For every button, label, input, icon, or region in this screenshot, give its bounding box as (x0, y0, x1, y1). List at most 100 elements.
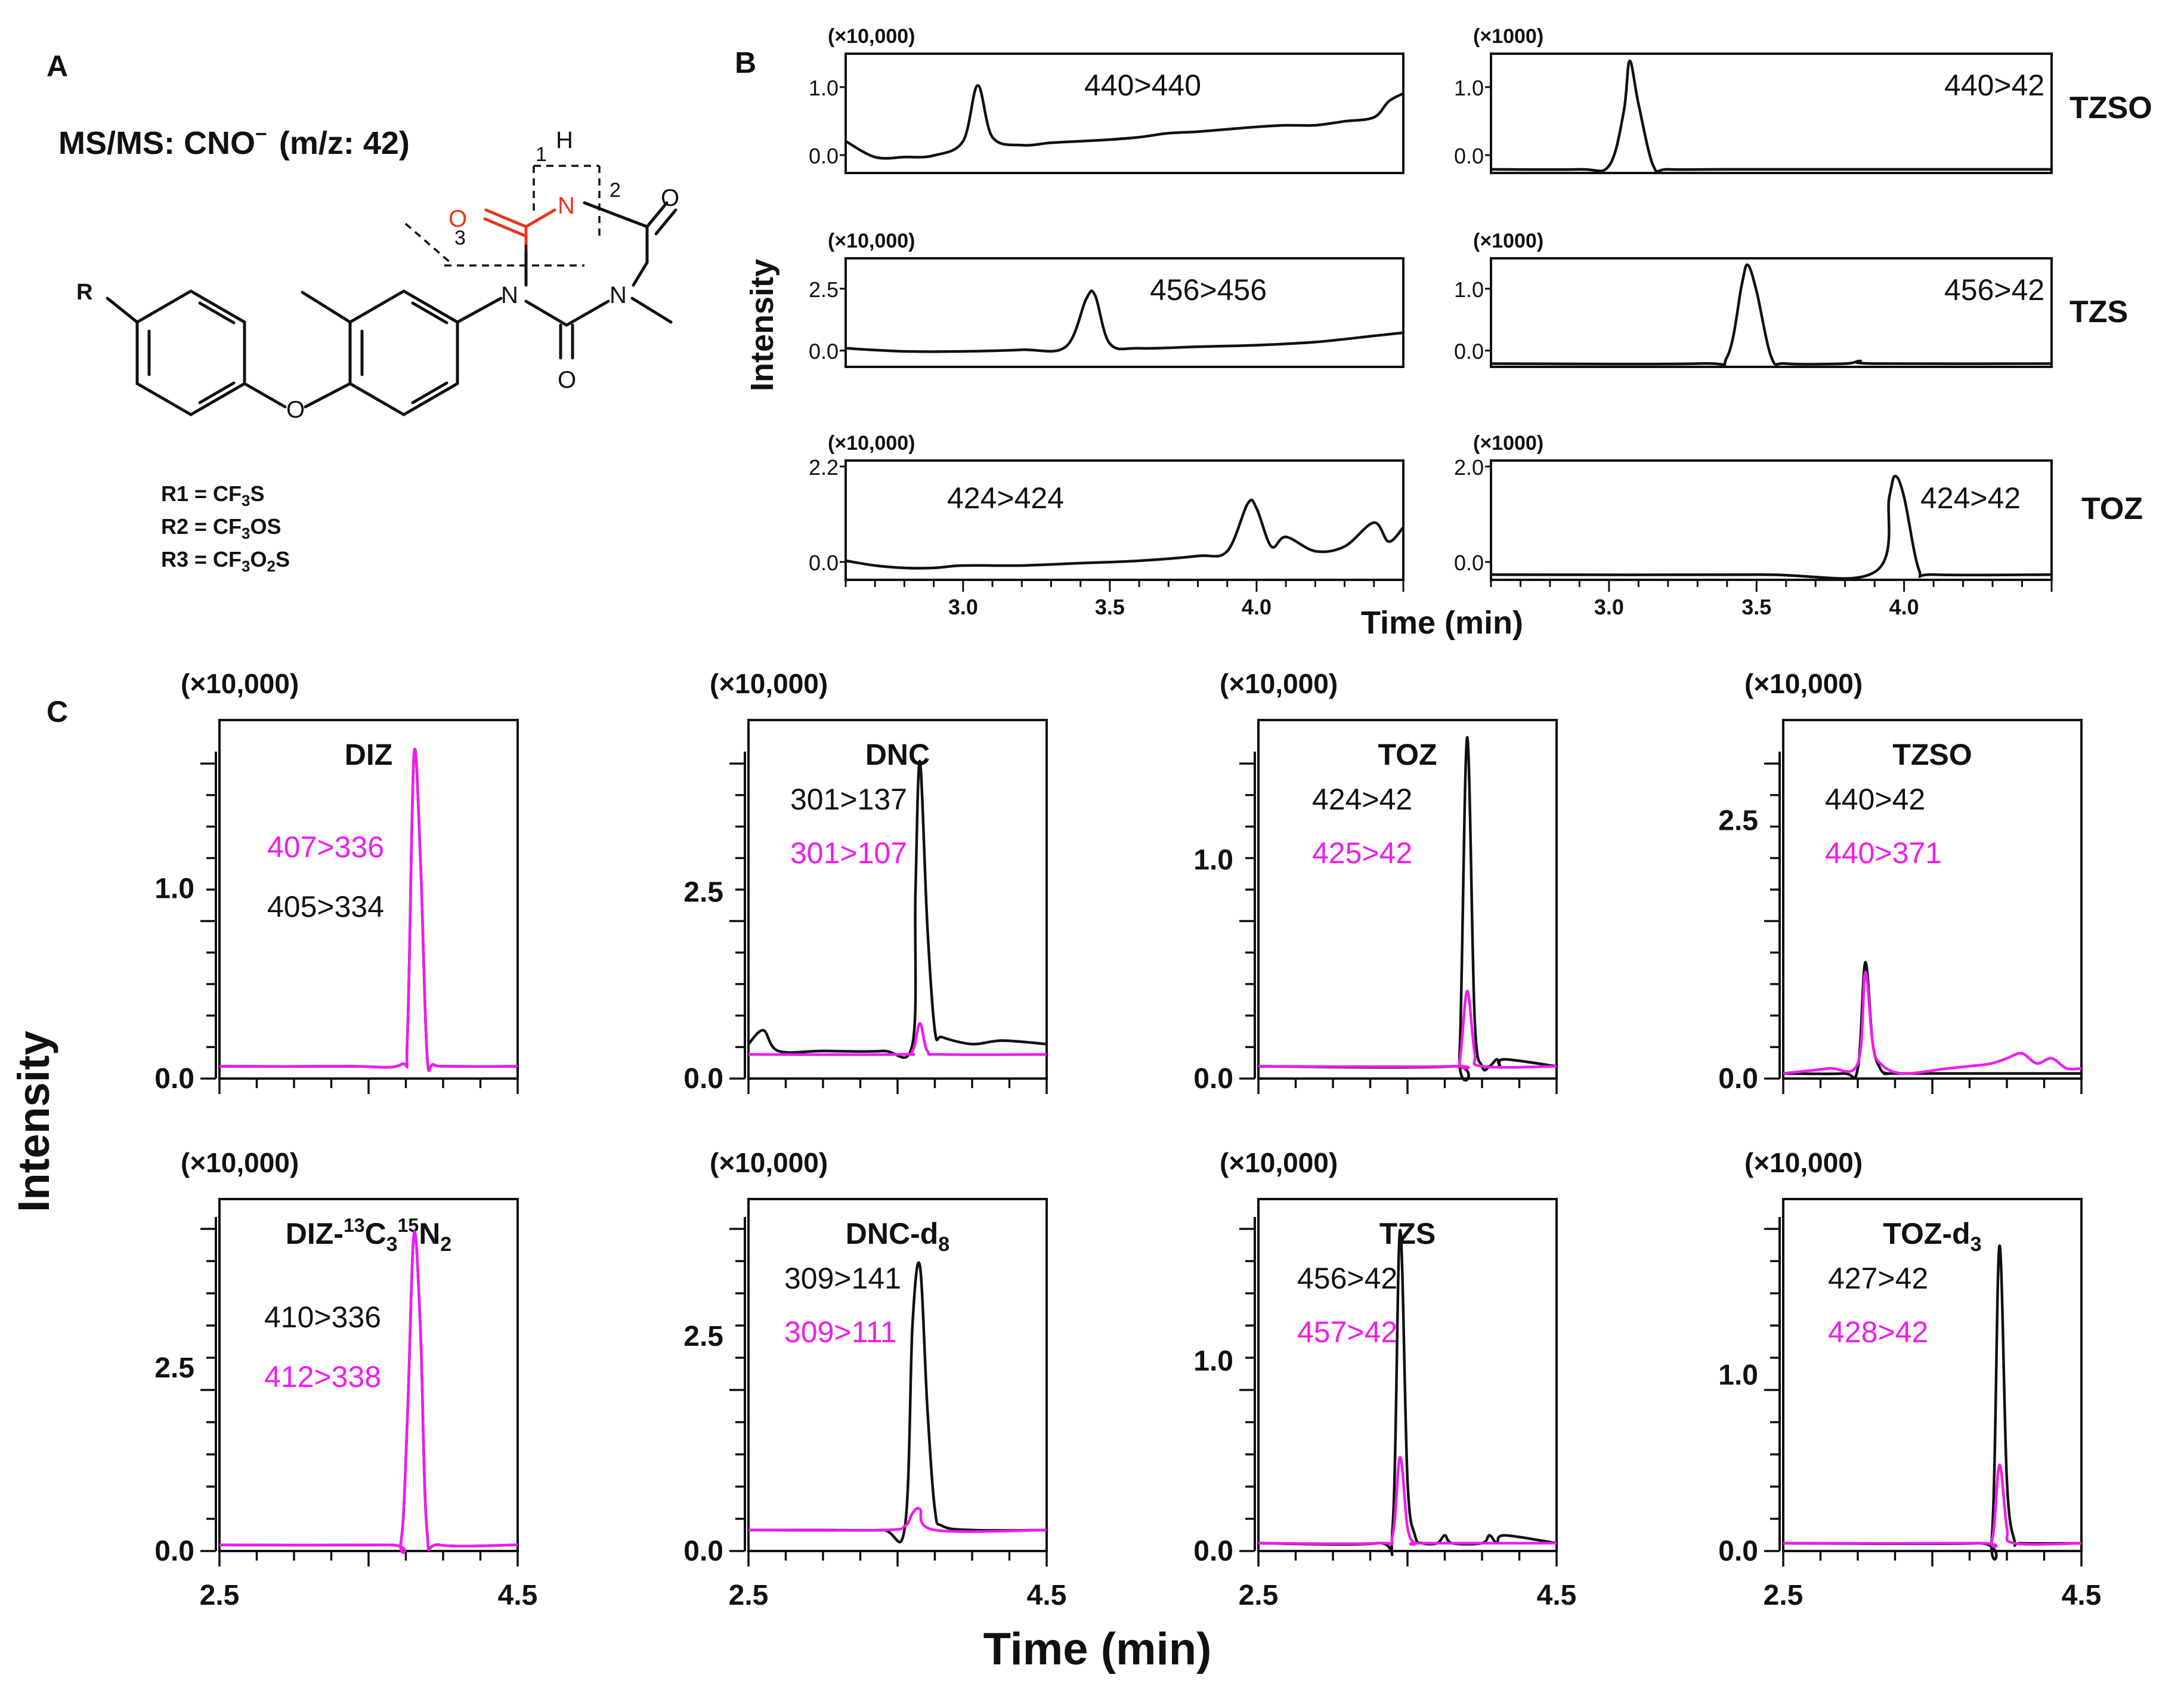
x-tick-label: 3.0 (948, 595, 978, 619)
panel-c-chart-3: (×10,000) 1.0 0.0 TOZ 424>42 425>42 (1193, 668, 1558, 1095)
cleave-label-3: 3 (454, 227, 466, 249)
x-tick-label: 2.5 (729, 1580, 769, 1611)
transition-label: 424>424 (947, 481, 1064, 515)
row-label-tzs: TZS (2069, 295, 2128, 329)
substituent-r2: R2 = CF3OS (161, 514, 281, 542)
x-tick-label: 3.0 (1594, 595, 1624, 619)
x-tick-label: 4.0 (1242, 595, 1272, 619)
atom-o-right: O (661, 185, 679, 211)
series-black (1258, 736, 1557, 1082)
axis-multiplier: (×10,000) (181, 1147, 299, 1178)
series-magenta (748, 1507, 1047, 1533)
panel-b-row-labels: TZSO TZS TOZ (2069, 91, 2152, 526)
y-tick-label: 0.0 (1193, 1063, 1233, 1095)
title-sub: 3 (1970, 1233, 1982, 1256)
transition-label: 424>42 (1920, 481, 2021, 515)
series-black (1783, 961, 2081, 1080)
panel-c-chart-4: (×10,000) 2.5 0.0 TZSO 440>42 440>371 (1718, 668, 2083, 1095)
panel-c-chart-1: (×10,000) 1.0 0.0 DIZ 407>336 405>334 (154, 668, 519, 1095)
y-tick-label: 1.0 (1454, 76, 1484, 100)
axis-multiplier: (×1000) (1473, 230, 1543, 252)
y-tick-label: 2.2 (809, 455, 839, 480)
chart-frame (1490, 52, 2053, 174)
cleave-label-1: 1 (536, 143, 547, 166)
y-tick-label: 1.0 (1193, 844, 1233, 876)
y-tick-label: 1.0 (154, 873, 194, 904)
title-text: TOZ (1378, 738, 1437, 771)
axis-multiplier: (×1000) (1473, 25, 1543, 48)
axis-multiplier: (×10,000) (710, 1147, 828, 1178)
series-line (845, 498, 1405, 570)
axis-multiplier: (×10,000) (828, 230, 915, 252)
chart-frame (1490, 257, 2053, 368)
chart-frame (1782, 719, 2083, 1080)
series-magenta (1783, 1463, 2082, 1548)
chart-frame (1782, 1198, 2083, 1552)
y-tick-label: 1.0 (1193, 1345, 1233, 1377)
y-tick-label: 2.5 (809, 277, 839, 302)
panel-c-chart-8: (×10,000) 1.0 0.02.5 4.5 TOZ-d3 427>42 428>42 (1718, 1147, 2101, 1611)
axis-multiplier: (×10,000) (828, 25, 915, 48)
panel-b-chart-tzso-right: (×1000) 1.0 0.0 440>42 (1454, 25, 2053, 174)
row-label-toz: TOZ (2081, 492, 2143, 526)
panel-label-a: A (47, 50, 68, 83)
axis-multiplier: (×10,000) (1744, 1147, 1863, 1178)
axis-multiplier: (×10,000) (710, 668, 828, 699)
x-tick-label: 4.5 (2062, 1580, 2102, 1611)
transition-label-1: 456>42 (1297, 1262, 1397, 1295)
x-tick-label: 2.5 (1239, 1580, 1279, 1611)
y-tick-label: 0.0 (1193, 1536, 1233, 1567)
transition-label-1: 440>42 (1825, 783, 1925, 816)
transition-label: 440>440 (1084, 69, 1201, 102)
panel-c-y-axis-label: Intensity (9, 1031, 58, 1212)
y-tick-label: 0.0 (1718, 1063, 1758, 1095)
molecule-atoms: R O N N N H O O O 1 2 3 (76, 127, 679, 423)
transition-label-1: 424>42 (1312, 783, 1412, 816)
chart-frame (844, 52, 1405, 174)
y-tick-label: 2.5 (683, 1321, 723, 1352)
panel-label-b: B (735, 46, 756, 79)
axis-multiplier: (×10,000) (1220, 1147, 1338, 1178)
series-magenta (219, 747, 518, 1072)
transition-label-2: 440>371 (1825, 836, 1942, 870)
panel-b-y-axis-label: Intensity (744, 259, 780, 391)
y-tick-label: 0.0 (1454, 144, 1484, 168)
chart-frame (1257, 719, 1558, 1080)
series-line (845, 289, 1404, 353)
panel-b: B Intensity Time (min) TZSO TZS TOZ (×10… (735, 25, 2152, 641)
x-tick-label: 2.5 (1764, 1580, 1803, 1611)
panel-b-x-axis-left: 3.0 3.5 4.0 (844, 580, 1405, 619)
panel-b-chart-tzs-right: (×1000) 1.0 0.0 456>42 (1454, 230, 2053, 368)
transition-label-2: 428>42 (1828, 1315, 1928, 1349)
title-text: DNC-d (846, 1217, 939, 1250)
y-tick-label: 0.0 (1454, 339, 1484, 364)
axis-multiplier: (×10,000) (1220, 668, 1338, 699)
y-tick-label: 2.5 (1718, 805, 1758, 836)
chart-title: DIZ (345, 738, 393, 771)
msms-label: MS/MS: CNO− (m/z: 42) (58, 123, 410, 161)
chart-title: TOZ-d3 (1883, 1217, 1981, 1256)
chart-title: TOZ (1378, 738, 1437, 771)
atom-o-red: O (448, 206, 467, 232)
chart-frame (844, 257, 1405, 368)
y-tick-label: 1.0 (1718, 1360, 1758, 1391)
chart-title: DIZ-13C315N2 (286, 1215, 451, 1256)
y-tick-label: 0.0 (1718, 1536, 1758, 1567)
title-text: TOZ-d (1883, 1217, 1970, 1250)
chart-title: TZSO (1892, 738, 1972, 771)
transition-label-2: 301>107 (790, 836, 907, 870)
title-text: TZS (1379, 1217, 1436, 1250)
series-magenta (1783, 971, 2082, 1075)
y-tick-label: 1.0 (809, 76, 839, 100)
title-text: C (365, 1217, 386, 1250)
series-magenta (219, 1230, 518, 1554)
chart-frame (747, 1198, 1048, 1552)
transition-label-1: 301>137 (790, 783, 907, 816)
title-text: DIZ- (286, 1217, 344, 1250)
title-text: DIZ (345, 738, 393, 771)
atom-n-left: N (501, 282, 518, 308)
panel-b-chart-tzso-left: (×10,000) 1.0 0.0 440>440 (809, 25, 1405, 174)
panel-c-chart-5: (×10,000)2.50.02.5 4.5DIZ-13C315N2410>336… (154, 1147, 537, 1611)
